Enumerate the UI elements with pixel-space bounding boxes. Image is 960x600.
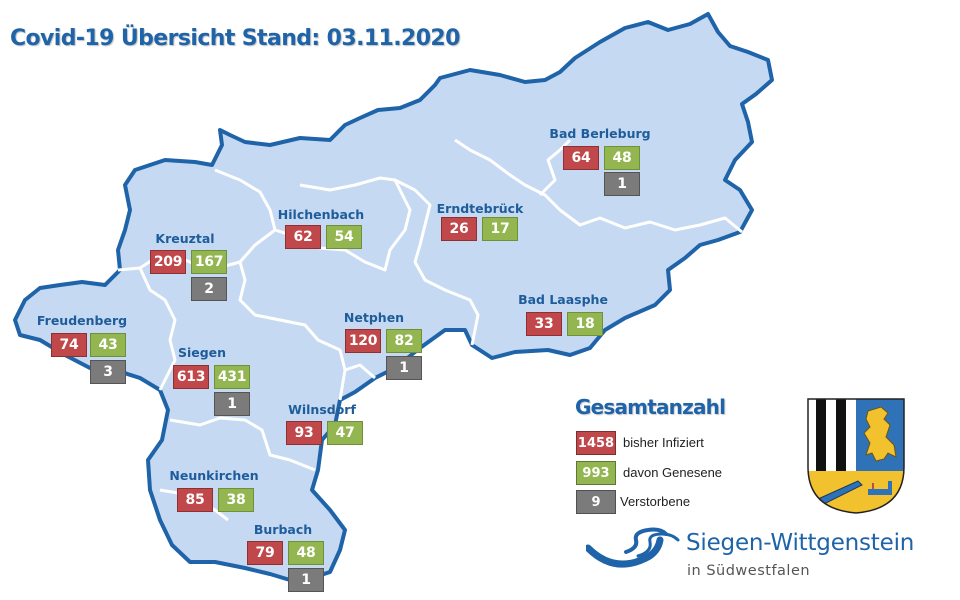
logo-name: Siegen-Wittgenstein — [686, 530, 915, 556]
legend-deceased-total: 9 — [576, 490, 616, 514]
infected-count: 93 — [286, 421, 322, 445]
town-name: Hilchenbach — [277, 207, 365, 222]
recovered-count: 18 — [567, 312, 603, 336]
infected-count: 120 — [345, 329, 381, 353]
infected-count: 64 — [563, 146, 599, 170]
infected-count: 613 — [173, 365, 209, 389]
recovered-count: 48 — [288, 541, 324, 565]
town-name: Burbach — [253, 522, 313, 537]
legend-recovered-total: 993 — [576, 461, 616, 485]
infected-count: 85 — [177, 488, 213, 512]
legend-label: Verstorbene — [620, 494, 691, 509]
town-name: Netphen — [343, 310, 405, 325]
deceased-count: 1 — [386, 356, 422, 380]
recovered-count: 17 — [482, 217, 518, 241]
legend-label: bisher Infiziert — [623, 435, 704, 450]
deceased-count: 2 — [191, 277, 227, 301]
logo-subtitle: in Südwestfalen — [687, 563, 811, 579]
deceased-count: 3 — [90, 360, 126, 384]
deceased-count: 1 — [288, 568, 324, 592]
infected-count: 26 — [441, 217, 477, 241]
recovered-count: 167 — [191, 250, 227, 274]
town-name: Erndtebrück — [436, 201, 524, 216]
infected-count: 62 — [285, 225, 321, 249]
recovered-count: 43 — [90, 333, 126, 357]
town-name: Siegen — [177, 345, 227, 360]
recovered-count: 47 — [327, 421, 363, 445]
deceased-count: 1 — [604, 172, 640, 196]
coat-of-arms-icon — [807, 398, 905, 514]
recovered-count: 54 — [326, 225, 362, 249]
recovered-count: 48 — [604, 146, 640, 170]
town-name: Bad Laasphe — [518, 292, 608, 307]
recovered-count: 431 — [214, 365, 250, 389]
infected-count: 33 — [526, 312, 562, 336]
legend-title: Gesamtanzahl — [575, 395, 726, 419]
town-name: Freudenberg — [36, 313, 128, 328]
page-title: Covid-19 Übersicht Stand: 03.11.2020 — [10, 26, 460, 51]
infected-count: 74 — [51, 333, 87, 357]
legend-infected-total: 1458 — [576, 431, 616, 455]
swoosh-logo-icon — [586, 527, 680, 568]
legend-label: davon Genesene — [623, 465, 723, 480]
town-name: Neunkirchen — [169, 468, 259, 483]
town-name: Bad Berleburg — [549, 126, 651, 141]
recovered-count: 82 — [386, 329, 422, 353]
town-name: Kreuztal — [155, 231, 215, 246]
infected-count: 79 — [247, 541, 283, 565]
deceased-count: 1 — [214, 392, 250, 416]
recovered-count: 38 — [218, 488, 254, 512]
town-name: Wilnsdorf — [288, 402, 356, 417]
infected-count: 209 — [150, 250, 186, 274]
